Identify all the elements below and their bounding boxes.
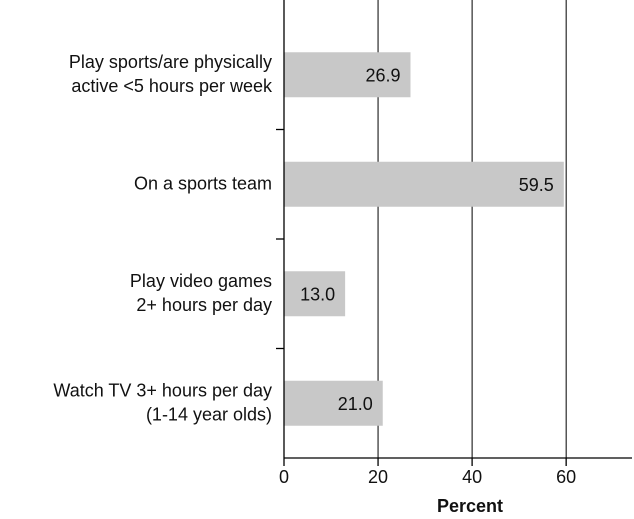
x-tick-label: 20 xyxy=(368,467,388,487)
y-tick-label: Play sports/are physically active <5 hour… xyxy=(69,52,273,96)
bar xyxy=(284,52,411,98)
bar xyxy=(284,271,346,317)
bar xyxy=(284,380,383,426)
value-label: 13.0 xyxy=(300,285,335,305)
x-tick-label: 60 xyxy=(556,467,576,487)
x-axis-label: Percent xyxy=(437,496,503,516)
x-tick-label: 0 xyxy=(279,467,289,487)
y-tick-label: Play video games 2+ hours per day xyxy=(130,271,272,315)
bar xyxy=(284,161,564,207)
value-label: 59.5 xyxy=(519,175,554,195)
y-tick-label: Watch TV 3+ hours per day (1-14 year olds… xyxy=(53,380,272,424)
value-label: 21.0 xyxy=(338,394,373,414)
y-tick-label: On a sports team xyxy=(134,173,272,193)
value-label: 26.9 xyxy=(365,66,400,86)
x-tick-label: 40 xyxy=(462,467,482,487)
